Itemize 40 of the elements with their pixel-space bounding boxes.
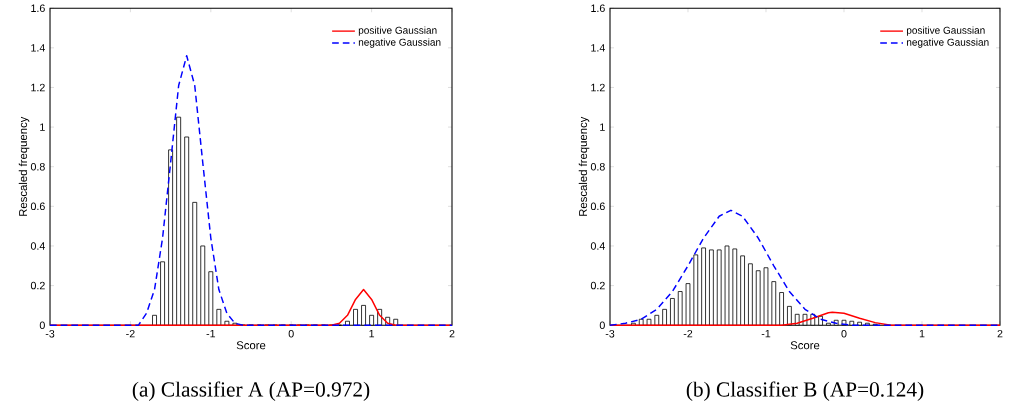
- y-tick-label: 0.6: [590, 202, 605, 211]
- x-tick-label: 0: [288, 329, 294, 338]
- x-tick-label: -3: [45, 329, 55, 338]
- y-tick-label: 0.6: [30, 202, 45, 211]
- y-tick-label: 0.4: [590, 242, 605, 250]
- y-tick-label: 0: [599, 321, 605, 329]
- y-tick-label: 0.2: [30, 281, 45, 290]
- text: (b) Classifier B (AP=0.124): [686, 381, 924, 401]
- x-tick-label: -1: [206, 329, 216, 338]
- x-tick-label: 0: [841, 329, 847, 338]
- x-axis-title: Score: [236, 341, 266, 350]
- x-tick-label: -2: [683, 329, 693, 338]
- x-tick-label: -2: [126, 329, 135, 338]
- y-tick-label: 0.8: [30, 162, 45, 171]
- y-tick-label: 0: [39, 321, 45, 329]
- x-tick-label: -3: [605, 329, 615, 338]
- y-axis-title: Rescaled frequency: [578, 116, 590, 216]
- y-axis-title: Rescaled frequency: [18, 116, 30, 216]
- y-tick-label: 0.8: [590, 162, 605, 171]
- x-tick-label: 2: [997, 329, 1003, 338]
- y-tick-label: 1.4: [591, 44, 605, 52]
- y-tick-label: 1.6: [591, 4, 605, 12]
- x-tick-label: -1: [761, 329, 771, 338]
- y-tick-label: 0.4: [30, 242, 45, 250]
- text: (a) Classifier A (AP=0.972): [132, 381, 370, 401]
- y-tick-label: 0.2: [590, 281, 605, 290]
- x-tick-label: 1: [369, 329, 375, 338]
- legend-label: positive Gaussian: [358, 26, 437, 36]
- legend-label: positive Gaussian: [906, 26, 985, 36]
- y-tick-label: 1.2: [31, 83, 45, 92]
- legend-label: negative Gaussian: [358, 38, 441, 48]
- legend-label: negative Gaussian: [906, 38, 989, 48]
- y-tick-label: 1.6: [31, 4, 45, 12]
- y-tick-label: 1: [40, 123, 45, 131]
- x-axis-title: Score: [790, 341, 820, 350]
- y-tick-label: 1.4: [31, 44, 45, 52]
- x-tick-label: 2: [449, 329, 455, 338]
- x-tick-label: 1: [919, 329, 925, 338]
- y-tick-label: 1: [600, 123, 605, 131]
- y-tick-label: 1.2: [591, 83, 605, 92]
